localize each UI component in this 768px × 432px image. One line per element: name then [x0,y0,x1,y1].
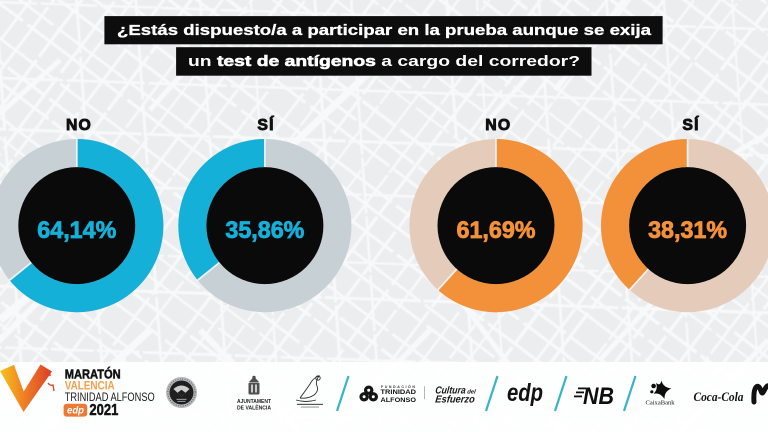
svg-text:DE VALÈNCIA: DE VALÈNCIA [237,404,272,412]
svg-text:del: del [467,389,476,395]
svg-text:edp: edp [67,405,85,417]
svg-text:Coca-Cola: Coca-Cola [694,389,744,404]
svg-text:un test de antígenos a cargo d: un test de antígenos a cargo del corredo… [188,54,580,70]
svg-text:TRINIDAD ALFONSO: TRINIDAD ALFONSO [65,390,155,404]
svg-text:64,14%: 64,14% [37,217,116,244]
svg-text:Esfuerzo: Esfuerzo [435,394,476,405]
svg-text:SÍ: SÍ [682,115,699,134]
svg-text:¿Estás dispuesto/a a participa: ¿Estás dispuesto/a a participar en la pr… [117,23,652,39]
svg-text:2021: 2021 [89,402,118,419]
svg-text:AJUNTAMENT: AJUNTAMENT [237,399,271,405]
svg-text:NO: NO [485,117,511,134]
svg-text:NO: NO [66,117,92,134]
svg-text:TRINIDAD: TRINIDAD [381,389,417,396]
svg-text:edp: edp [507,379,543,407]
svg-text:MARATÓN: MARATÓN [65,367,121,382]
svg-text:NB: NB [583,383,614,410]
svg-text:Cultura: Cultura [435,386,467,397]
svg-text:VALENCIA: VALENCIA [65,378,115,392]
svg-text:test de antígenos: test de antígenos [217,54,376,70]
svg-text:61,69%: 61,69% [457,217,536,244]
svg-text:35,86%: 35,86% [225,217,304,244]
svg-text:FUNDACIÓN: FUNDACIÓN [381,384,415,389]
svg-text:CaixaBank: CaixaBank [646,400,676,407]
svg-text:ALFONSO: ALFONSO [381,397,417,404]
svg-text:SÍ: SÍ [257,115,274,134]
svg-text:38,31%: 38,31% [648,217,727,244]
